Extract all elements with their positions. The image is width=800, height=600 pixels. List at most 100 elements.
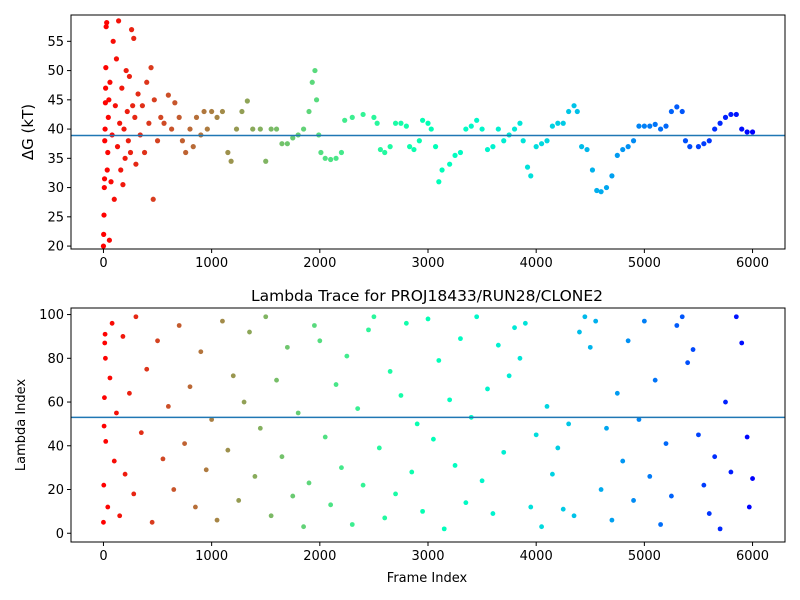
- lambda-x-tick-label: 1000: [195, 549, 228, 564]
- delta-g-data-point: [144, 79, 150, 85]
- delta-g-data-point: [328, 156, 334, 163]
- lambda-data-point: [317, 338, 323, 344]
- delta-g-data-point: [636, 123, 642, 129]
- delta-g-data-point: [338, 149, 345, 156]
- delta-g-data-point: [273, 126, 280, 132]
- lambda-data-point: [501, 449, 507, 455]
- delta-g-data-point: [106, 237, 112, 243]
- lambda-data-point: [690, 347, 696, 352]
- delta-g-data-point: [126, 73, 133, 80]
- delta-g-data-point: [118, 167, 124, 173]
- lambda-data-point: [506, 373, 512, 379]
- delta-g-data-point: [121, 126, 127, 132]
- lambda-data-point: [560, 506, 566, 512]
- lambda-data-point: [625, 338, 631, 344]
- delta-g-data-point: [257, 126, 263, 132]
- lambda-data-point: [105, 504, 111, 510]
- lambda-y-tick-label: 0: [56, 527, 64, 542]
- delta-g-data-point: [318, 149, 324, 156]
- delta-g-data-point: [135, 91, 141, 97]
- delta-g-data-point: [158, 114, 164, 120]
- lambda-data-point: [149, 519, 155, 525]
- lambda-data-point: [393, 491, 398, 497]
- delta-g-data-point: [225, 149, 231, 156]
- delta-g-data-point: [284, 141, 290, 147]
- delta-g-data-point: [614, 152, 620, 158]
- lambda-data-point: [550, 471, 555, 477]
- delta-g-data-point: [122, 155, 128, 161]
- lambda-data-point: [701, 482, 707, 488]
- delta-g-data-point: [228, 158, 234, 164]
- lambda-data-point: [236, 498, 242, 503]
- delta-g-y-tick-label: 55: [47, 35, 64, 50]
- lambda-data-point: [301, 524, 306, 530]
- delta-g-data-point: [101, 231, 107, 237]
- delta-g-data-point: [598, 189, 604, 195]
- delta-g-data-point: [150, 196, 156, 202]
- lambda-data-point: [155, 338, 160, 344]
- lambda-data-point: [598, 487, 604, 492]
- delta-g-data-point: [300, 126, 307, 132]
- lambda-data-point: [328, 502, 334, 508]
- delta-g-data-point: [728, 111, 734, 118]
- delta-g-data-point: [130, 103, 136, 109]
- lambda-y-tick-label: 100: [39, 308, 64, 323]
- delta-g-data-point: [549, 123, 556, 129]
- delta-g-x-tick-label: 6000: [736, 256, 769, 271]
- lambda-y-tick-label: 80: [47, 352, 64, 367]
- delta-g-data-point: [154, 138, 161, 144]
- lambda-data-point: [387, 369, 393, 374]
- delta-g-data-point: [100, 243, 107, 249]
- lambda-data-point: [696, 432, 701, 438]
- delta-g-data-point: [120, 182, 126, 188]
- lambda-data-point: [295, 410, 301, 416]
- lambda-data-point: [679, 314, 685, 320]
- delta-g-data-point: [463, 126, 469, 132]
- lambda-data-point: [284, 344, 290, 350]
- delta-g-data-point: [131, 35, 137, 42]
- lambda-data-point: [669, 493, 674, 499]
- delta-g-data-point: [474, 117, 480, 123]
- lambda-data-point: [577, 329, 582, 335]
- lambda-data-point: [371, 314, 377, 320]
- delta-g-data-point: [579, 144, 585, 150]
- lambda-data-point: [257, 425, 263, 431]
- lambda-data-point: [209, 417, 215, 422]
- lambda-data-point: [647, 473, 653, 479]
- lambda-data-point: [746, 504, 752, 510]
- lambda-data-point: [131, 491, 137, 497]
- lambda-x-tick-label: 0: [99, 549, 107, 564]
- lambda-chart-title: Lambda Trace for PROJ18433/RUN28/CLONE2: [251, 287, 603, 305]
- lambda-data-point: [214, 517, 220, 523]
- delta-g-data-point: [151, 97, 157, 103]
- delta-g-data-point: [439, 167, 445, 173]
- lambda-data-point: [133, 314, 139, 320]
- lambda-data-point: [528, 504, 534, 510]
- delta-g-data-point: [411, 146, 417, 153]
- delta-g-data-point: [701, 141, 707, 147]
- delta-g-data-point: [209, 108, 215, 115]
- delta-g-data-point: [176, 114, 182, 120]
- lambda-data-point: [103, 439, 109, 444]
- delta-g-data-point: [193, 114, 200, 120]
- lambda-data-point: [614, 390, 620, 396]
- delta-g-data-point: [403, 123, 409, 129]
- delta-g-data-point: [183, 149, 189, 156]
- lambda-x-tick-label: 2000: [303, 549, 336, 564]
- lambda-data-point: [555, 445, 561, 451]
- delta-g-data-point: [589, 167, 596, 173]
- delta-g-data-point: [101, 184, 107, 191]
- lambda-data-point: [641, 318, 647, 324]
- delta-g-data-point: [620, 146, 626, 153]
- delta-g-data-point: [647, 123, 653, 129]
- delta-g-data-point: [517, 120, 523, 126]
- delta-g-data-point: [555, 120, 561, 126]
- delta-g-data-point: [116, 18, 122, 24]
- lambda-panel: Lambda Trace for PROJ18433/RUN28/CLONE2 …: [14, 287, 786, 586]
- lambda-data-point: [127, 390, 132, 396]
- delta-g-data-point: [722, 114, 729, 120]
- delta-g-data-point: [124, 108, 130, 115]
- delta-g-data-point: [322, 155, 328, 161]
- delta-g-data-point: [432, 144, 439, 150]
